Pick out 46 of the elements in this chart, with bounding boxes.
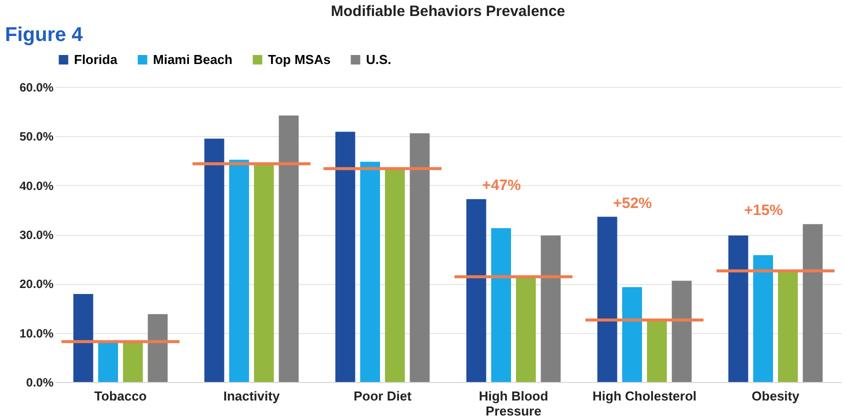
bar bbox=[204, 138, 224, 382]
bar bbox=[254, 164, 274, 382]
bar bbox=[491, 228, 512, 382]
bar bbox=[597, 216, 618, 382]
chart-title: Modifiable Behaviors Prevalence bbox=[330, 3, 566, 20]
annotation: +52% bbox=[613, 194, 652, 212]
y-tick-label: 60.0% bbox=[19, 80, 54, 94]
y-tick-label: 20.0% bbox=[19, 277, 54, 292]
caption: Figure 4 bbox=[5, 24, 84, 46]
x-tick-label: High Cholesterol bbox=[592, 388, 697, 404]
bar bbox=[73, 294, 94, 382]
bar bbox=[728, 235, 748, 382]
annotation: +15% bbox=[744, 202, 783, 220]
bar bbox=[466, 199, 486, 382]
x-tick-label: Obesity bbox=[752, 388, 800, 404]
bar bbox=[802, 224, 823, 382]
y-tick-label: 0.0% bbox=[26, 376, 54, 390]
y-tick-label: 10.0% bbox=[19, 326, 54, 340]
bar bbox=[98, 342, 118, 382]
bar bbox=[335, 132, 356, 382]
bar bbox=[229, 160, 250, 382]
bar bbox=[278, 116, 299, 382]
bar bbox=[622, 287, 642, 382]
x-tick-label: High Blood Pressure bbox=[478, 388, 548, 418]
y-tick-label: 50.0% bbox=[19, 130, 54, 144]
x-tick-label: Tobacco bbox=[94, 388, 147, 404]
annotation: +47% bbox=[482, 177, 521, 194]
bar bbox=[410, 133, 430, 382]
bar bbox=[753, 255, 774, 382]
legend-label: Top MSAs bbox=[268, 52, 331, 67]
y-tick-label: 30.0% bbox=[19, 228, 54, 242]
legend-label: U.S. bbox=[366, 52, 392, 67]
bar bbox=[516, 276, 536, 382]
bar bbox=[778, 270, 798, 382]
bar bbox=[122, 342, 143, 382]
bar bbox=[646, 320, 667, 382]
bar bbox=[384, 168, 405, 382]
bar bbox=[672, 280, 692, 382]
x-tick-label: Inactivity bbox=[223, 388, 280, 404]
bar bbox=[360, 162, 380, 382]
bar bbox=[540, 235, 561, 382]
x-tick-label: Poor Diet bbox=[354, 388, 412, 404]
legend-label: Miami Beach bbox=[153, 52, 233, 67]
bar bbox=[148, 314, 168, 382]
legend-label: Florida bbox=[74, 52, 118, 67]
y-tick-label: 40.0% bbox=[19, 178, 54, 193]
